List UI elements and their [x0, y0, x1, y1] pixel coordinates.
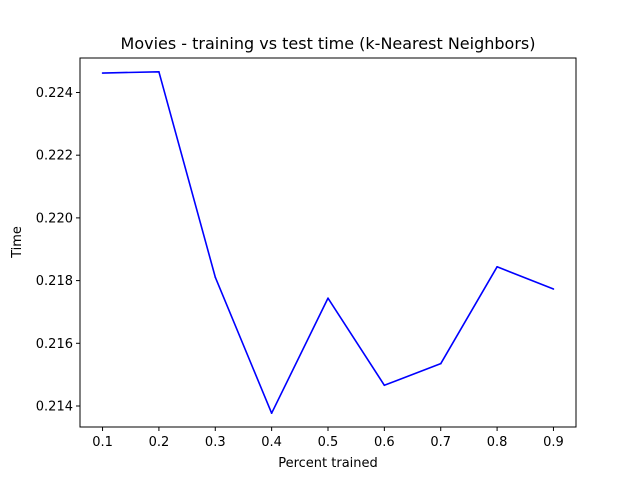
- x-tick-label: 0.7: [430, 435, 451, 450]
- data-point: [383, 384, 386, 387]
- data-point: [214, 276, 217, 278]
- x-tick-label: 0.6: [374, 435, 395, 450]
- x-tick-label: 0.3: [205, 435, 226, 450]
- y-tick-label: 0.214: [36, 399, 73, 414]
- axes-frame: [79, 57, 577, 428]
- x-tick-label: 0.9: [543, 435, 564, 450]
- x-axis-label: Percent trained: [278, 456, 378, 471]
- data-point: [101, 72, 104, 74]
- y-axis-label: Time: [10, 226, 25, 259]
- y-tick-label: 0.216: [36, 337, 73, 352]
- x-tick-label: 0.8: [487, 435, 508, 450]
- plot-area: 0.1 0.2 0.3 0.4 0.5 0.6 0.7 0.8 0.9 0.214 0.216 0.2…: [36, 70, 564, 450]
- data-point: [158, 70, 160, 73]
- data-point: [552, 288, 555, 290]
- data-point: [496, 265, 498, 268]
- x-tick-label: 0.4: [261, 435, 282, 450]
- x-tick-label: 0.5: [318, 435, 339, 450]
- chart-title: Movies - training vs test time (k-Neares…: [121, 34, 536, 53]
- y-tick-label: 0.220: [36, 211, 73, 226]
- x-tick-label: 0.2: [149, 435, 170, 450]
- data-point: [439, 362, 442, 365]
- data-point: [327, 297, 329, 299]
- y-tick-label: 0.222: [36, 149, 73, 164]
- y-tick-label: 0.218: [36, 274, 73, 289]
- x-tick-label: 0.1: [92, 435, 113, 450]
- y-tick-label: 0.224: [36, 86, 73, 101]
- data-point: [270, 412, 273, 415]
